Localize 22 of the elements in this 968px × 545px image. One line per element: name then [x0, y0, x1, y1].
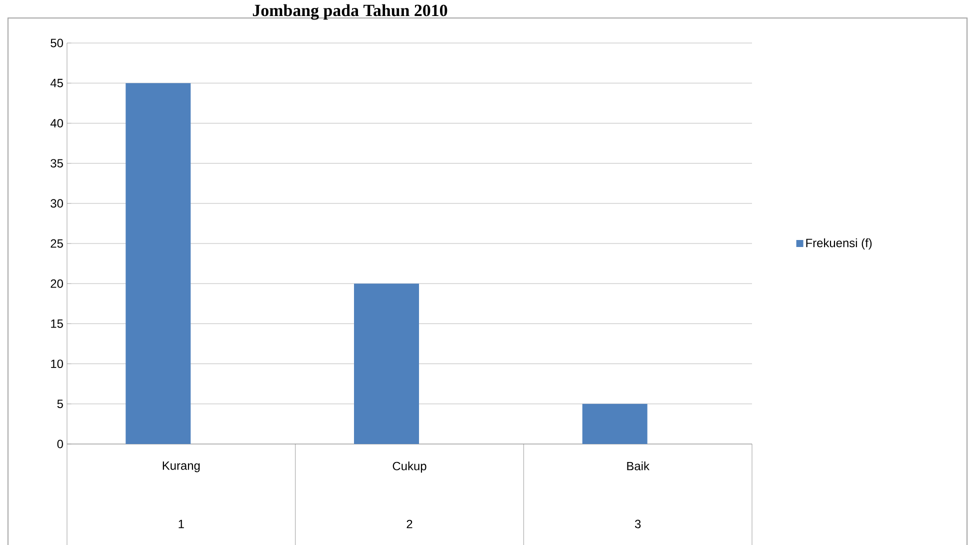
y-tick-label: 25 [50, 239, 63, 248]
y-tick-label: 40 [50, 118, 64, 128]
bar [126, 83, 191, 444]
y-tick-label: 5 [57, 400, 63, 408]
y-tick-label: 30 [50, 199, 64, 208]
y-tick-label: 20 [50, 279, 64, 288]
y-tick-label: 0 [57, 440, 64, 448]
y-tick-label: 10 [51, 360, 64, 368]
text: 2 [406, 520, 412, 528]
text: 3 [634, 520, 641, 528]
bar [354, 284, 420, 444]
bar [582, 404, 648, 444]
x-tick-label: Kurang [162, 462, 200, 472]
y-tick-label: 45 [50, 78, 63, 88]
x-tick-label: Cukup [392, 462, 426, 473]
legend-label: Frekuensi (f) [806, 238, 872, 250]
chart-title: Jombang pada Tahun 2010 [252, 4, 448, 20]
y-tick-label: 35 [50, 159, 63, 168]
y-tick-label: 15 [51, 320, 63, 328]
y-tick-label: 50 [50, 38, 64, 48]
text: 1 [178, 520, 184, 528]
x-tick-label: Baik [627, 462, 650, 470]
